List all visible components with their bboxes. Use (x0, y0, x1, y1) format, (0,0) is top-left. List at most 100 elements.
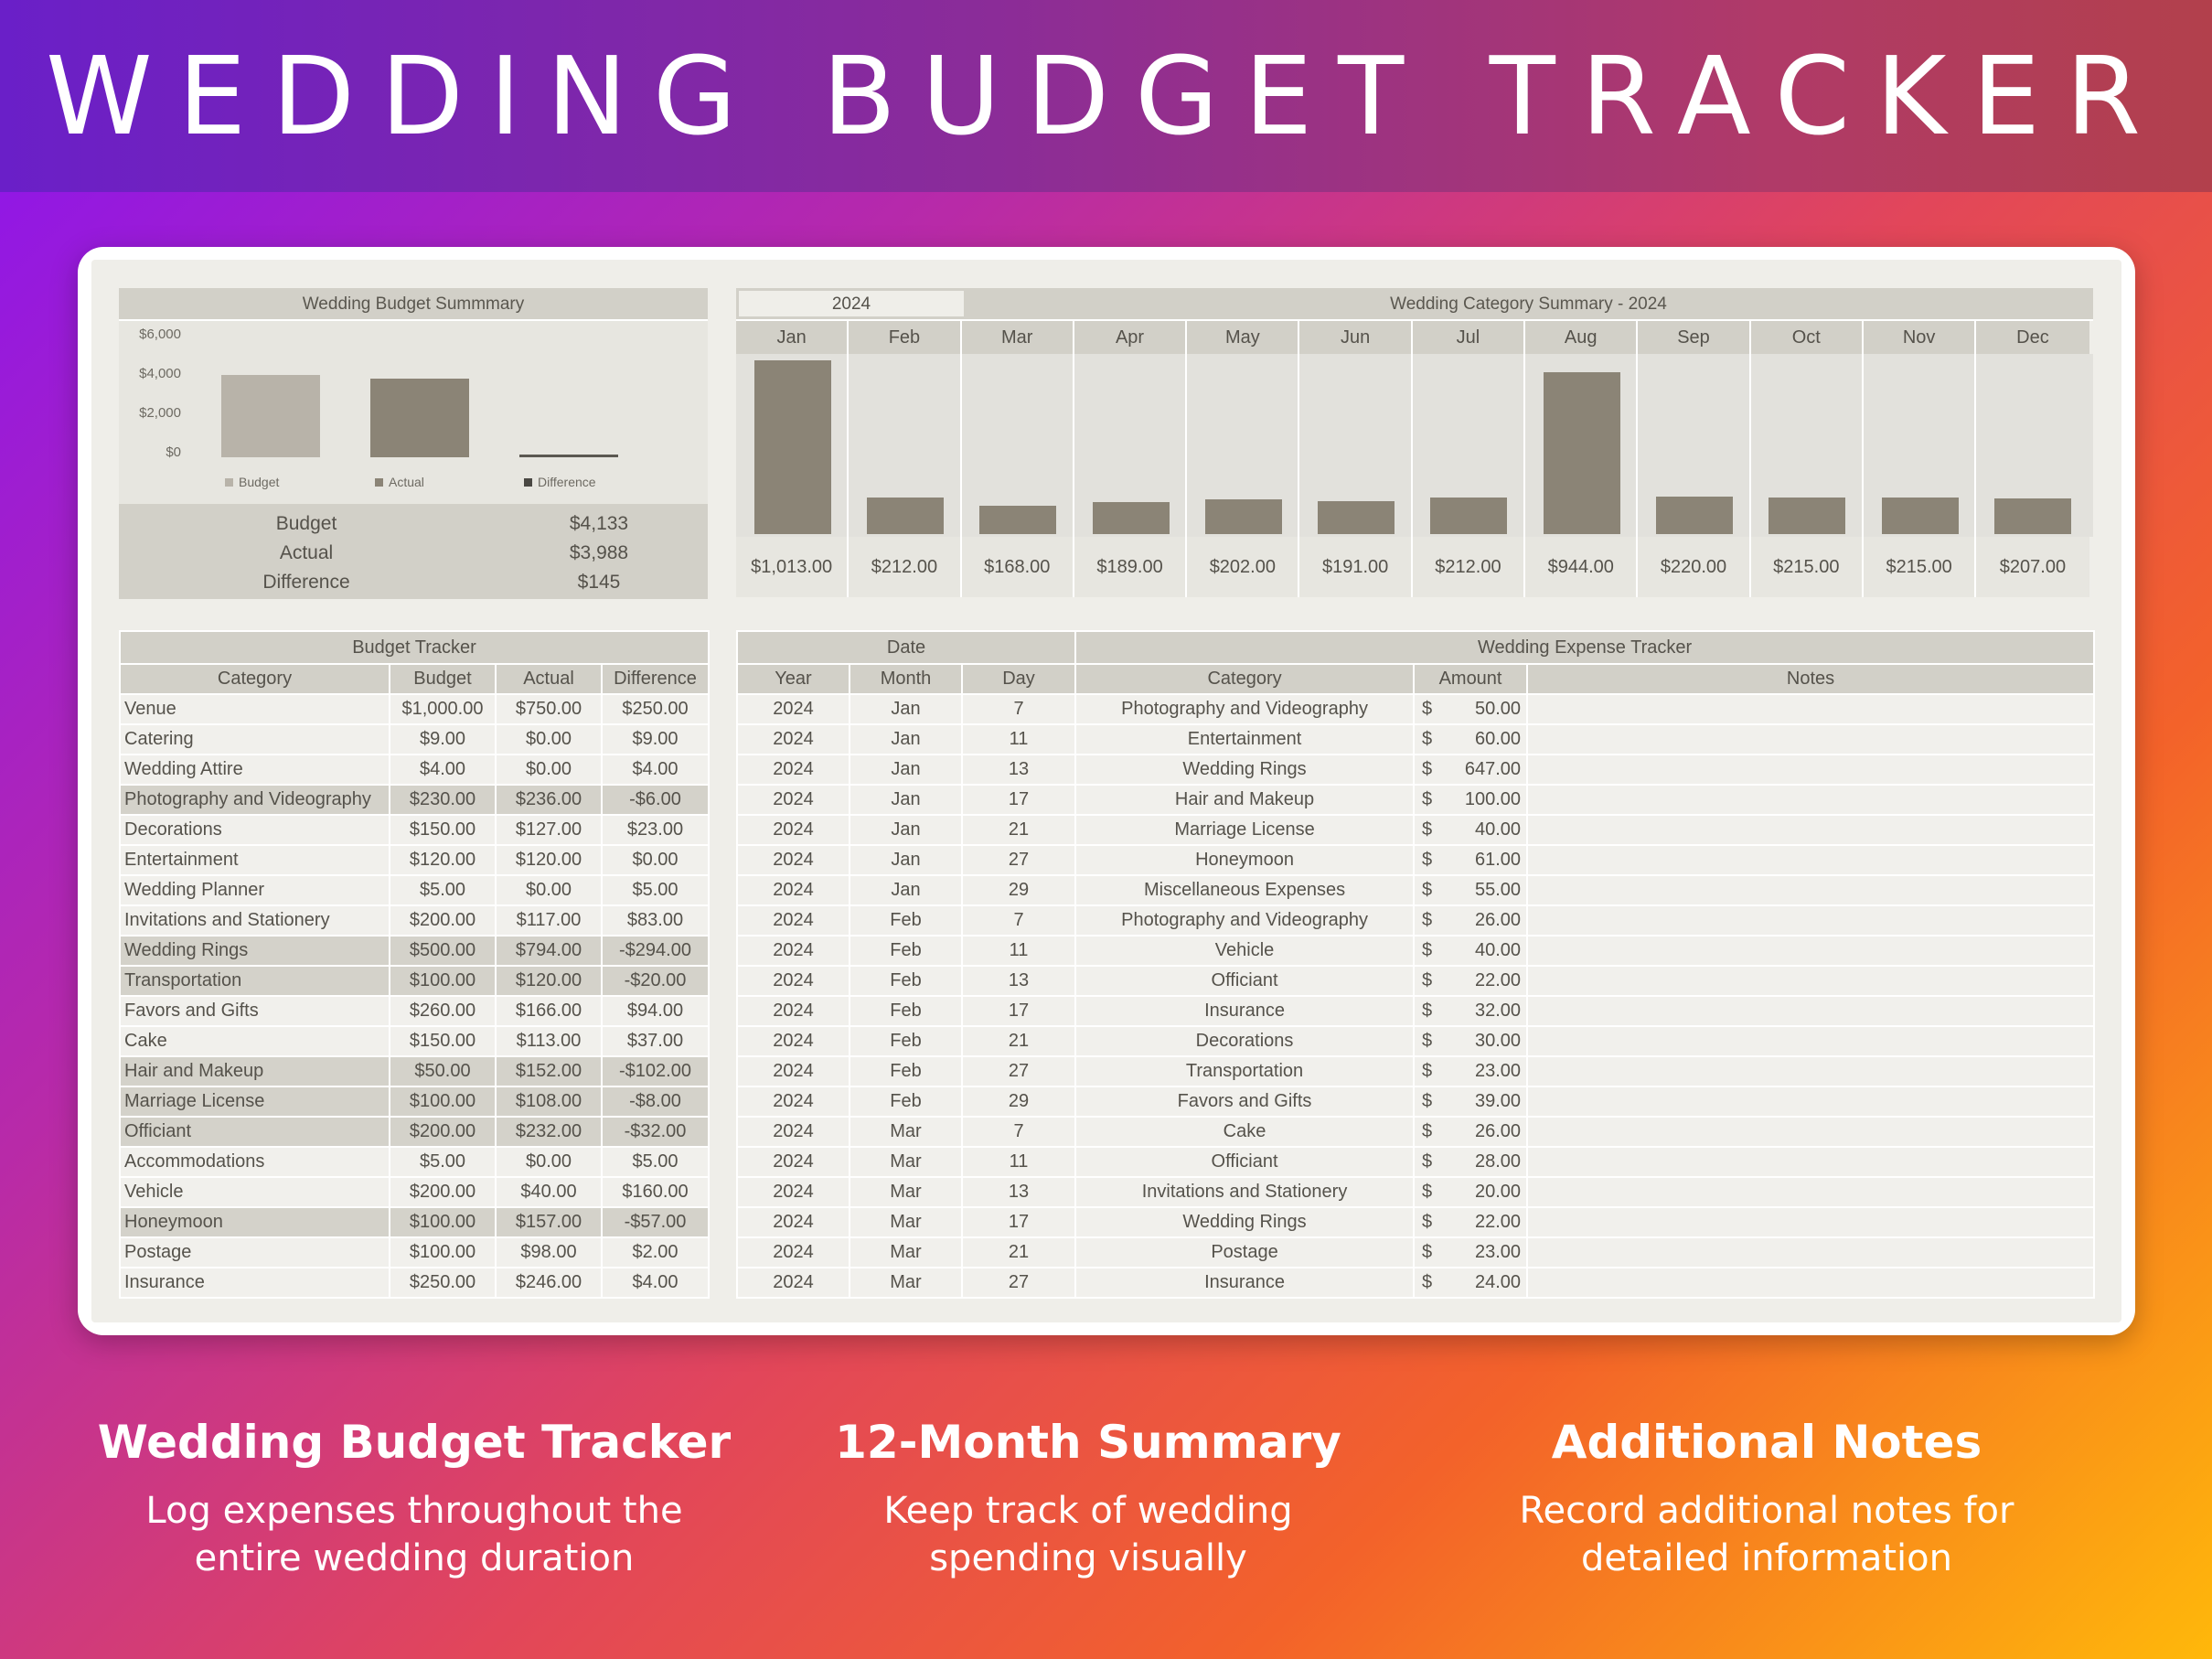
day-cell[interactable]: 29 (960, 874, 1077, 906)
amount-cell[interactable]: $20.00 (1413, 1176, 1529, 1208)
category-cell[interactable]: Vehicle (1074, 935, 1416, 967)
budget-cell[interactable]: $120.00 (389, 844, 497, 876)
notes-cell[interactable] (1526, 723, 2096, 755)
day-cell[interactable]: 7 (960, 693, 1077, 725)
year-cell[interactable]: 2024 (736, 814, 850, 846)
budget-cell[interactable]: $150.00 (389, 1025, 497, 1057)
month-cell[interactable]: Feb (849, 995, 963, 1027)
year-cell[interactable]: 2024 (736, 995, 850, 1027)
month-cell[interactable]: Jan (849, 814, 963, 846)
year-cell[interactable]: 2024 (736, 904, 850, 937)
category-cell[interactable]: Hair and Makeup (1074, 784, 1416, 816)
category-cell[interactable]: Wedding Rings (119, 935, 390, 967)
year-cell[interactable]: 2024 (736, 1176, 850, 1208)
category-cell[interactable]: Cake (1074, 1116, 1416, 1148)
category-cell[interactable]: Transportation (1074, 1055, 1416, 1087)
year-cell[interactable]: 2024 (736, 693, 850, 725)
budget-cell[interactable]: $1,000.00 (389, 693, 497, 725)
amount-cell[interactable]: $26.00 (1413, 1116, 1529, 1148)
notes-cell[interactable] (1526, 1086, 2096, 1118)
day-cell[interactable]: 13 (960, 1176, 1077, 1208)
category-cell[interactable]: Invitations and Stationery (1074, 1176, 1416, 1208)
category-cell[interactable]: Marriage License (119, 1086, 390, 1118)
month-cell[interactable]: Jan (849, 723, 963, 755)
category-cell[interactable]: Photography and Videography (1074, 693, 1416, 725)
day-cell[interactable]: 27 (960, 1055, 1077, 1087)
day-cell[interactable]: 7 (960, 1116, 1077, 1148)
year-cell[interactable]: 2024 (736, 754, 850, 786)
notes-cell[interactable] (1526, 995, 2096, 1027)
year-cell[interactable]: 2024 (736, 1267, 850, 1299)
category-cell[interactable]: Insurance (1074, 1267, 1416, 1299)
day-cell[interactable]: 17 (960, 995, 1077, 1027)
year-cell[interactable]: 2024 (736, 1146, 850, 1178)
category-cell[interactable]: Cake (119, 1025, 390, 1057)
year-cell[interactable]: 2024 (736, 1206, 850, 1238)
amount-cell[interactable]: $23.00 (1413, 1055, 1529, 1087)
category-cell[interactable]: Favors and Gifts (119, 995, 390, 1027)
amount-cell[interactable]: $55.00 (1413, 874, 1529, 906)
amount-cell[interactable]: $40.00 (1413, 814, 1529, 846)
category-cell[interactable]: Accommodations (119, 1146, 390, 1178)
month-cell[interactable]: Jan (849, 754, 963, 786)
amount-cell[interactable]: $24.00 (1413, 1267, 1529, 1299)
year-cell[interactable]: 2024 (736, 935, 850, 967)
category-cell[interactable]: Vehicle (119, 1176, 390, 1208)
budget-cell[interactable]: $100.00 (389, 1086, 497, 1118)
year-cell[interactable]: 2024 (736, 844, 850, 876)
budget-cell[interactable]: $250.00 (389, 1267, 497, 1299)
category-cell[interactable]: Hair and Makeup (119, 1055, 390, 1087)
notes-cell[interactable] (1526, 1116, 2096, 1148)
day-cell[interactable]: 17 (960, 784, 1077, 816)
category-cell[interactable]: Photography and Videography (119, 784, 390, 816)
category-cell[interactable]: Postage (119, 1236, 390, 1268)
budget-cell[interactable]: $9.00 (389, 723, 497, 755)
category-cell[interactable]: Entertainment (119, 844, 390, 876)
amount-cell[interactable]: $647.00 (1413, 754, 1529, 786)
month-cell[interactable]: Jan (849, 693, 963, 725)
day-cell[interactable]: 11 (960, 723, 1077, 755)
month-cell[interactable]: Jan (849, 874, 963, 906)
notes-cell[interactable] (1526, 965, 2096, 997)
category-cell[interactable]: Wedding Rings (1074, 1206, 1416, 1238)
day-cell[interactable]: 11 (960, 1146, 1077, 1178)
month-cell[interactable]: Feb (849, 1086, 963, 1118)
category-cell[interactable]: Decorations (1074, 1025, 1416, 1057)
budget-cell[interactable]: $200.00 (389, 1116, 497, 1148)
day-cell[interactable]: 7 (960, 904, 1077, 937)
budget-cell[interactable]: $5.00 (389, 1146, 497, 1178)
day-cell[interactable]: 11 (960, 935, 1077, 967)
notes-cell[interactable] (1526, 874, 2096, 906)
day-cell[interactable]: 17 (960, 1206, 1077, 1238)
category-cell[interactable]: Invitations and Stationery (119, 904, 390, 937)
category-cell[interactable]: Honeymoon (1074, 844, 1416, 876)
month-cell[interactable]: Mar (849, 1116, 963, 1148)
notes-cell[interactable] (1526, 754, 2096, 786)
budget-cell[interactable]: $50.00 (389, 1055, 497, 1087)
month-cell[interactable]: Jan (849, 784, 963, 816)
month-cell[interactable]: Feb (849, 1055, 963, 1087)
month-cell[interactable]: Mar (849, 1176, 963, 1208)
amount-cell[interactable]: $28.00 (1413, 1146, 1529, 1178)
day-cell[interactable]: 27 (960, 844, 1077, 876)
category-cell[interactable]: Officiant (119, 1116, 390, 1148)
notes-cell[interactable] (1526, 814, 2096, 846)
budget-cell[interactable]: $100.00 (389, 1206, 497, 1238)
budget-cell[interactable]: $200.00 (389, 1176, 497, 1208)
category-cell[interactable]: Photography and Videography (1074, 904, 1416, 937)
notes-cell[interactable] (1526, 1267, 2096, 1299)
budget-cell[interactable]: $100.00 (389, 1236, 497, 1268)
year-cell[interactable]: 2024 (736, 784, 850, 816)
year-cell[interactable]: 2024 (736, 1236, 850, 1268)
notes-cell[interactable] (1526, 1146, 2096, 1178)
amount-cell[interactable]: $39.00 (1413, 1086, 1529, 1118)
notes-cell[interactable] (1526, 1176, 2096, 1208)
category-cell[interactable]: Entertainment (1074, 723, 1416, 755)
budget-cell[interactable]: $500.00 (389, 935, 497, 967)
year-cell[interactable]: 2024 (736, 965, 850, 997)
category-cell[interactable]: Venue (119, 693, 390, 725)
category-cell[interactable]: Miscellaneous Expenses (1074, 874, 1416, 906)
category-cell[interactable]: Marriage License (1074, 814, 1416, 846)
year-cell[interactable]: 2024 (736, 723, 850, 755)
year-selector[interactable]: 2024 (739, 291, 964, 316)
